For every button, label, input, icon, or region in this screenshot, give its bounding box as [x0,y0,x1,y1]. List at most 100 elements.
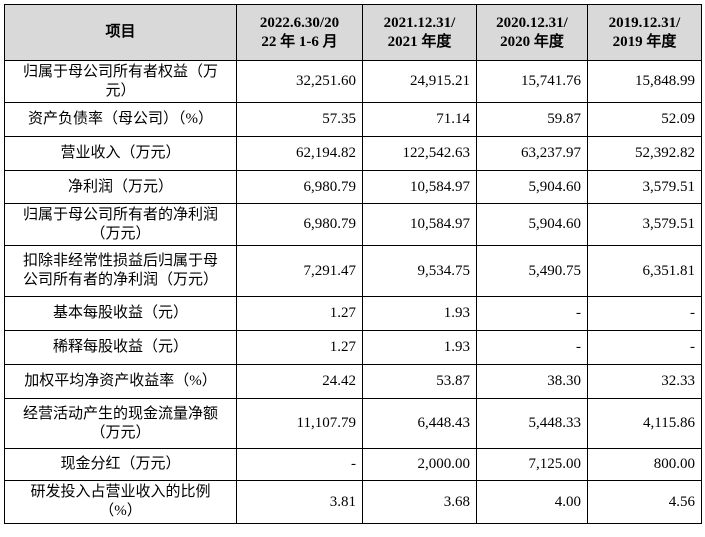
value-cell: 5,448.33 [476,398,588,449]
cell-line: 2022.6.30/20 [259,14,340,31]
header-cell: 2021.12.31/2021 年度 [362,4,477,61]
cell-line: 加权平均净资产收益率（%） [24,373,217,389]
table-row: 净利润（万元） 6,980.79 10,584.97 5,904.60 3,579.51 [4,170,702,204]
table-row: 研发投入占营业收入的比例 （%） 3.81 3.68 4.00 4.56 [4,480,702,524]
cell-line: 2021.12.31/ [383,14,456,31]
value-cell: - [476,296,588,331]
value-cell: - [587,330,702,365]
value-cell: 4,115.86 [587,398,702,449]
value-cell: 4.56 [587,480,702,524]
value-cell: 24,915.21 [362,60,477,103]
table-row: 资产负债率（母公司）（%） 57.35 71.14 59.87 52.09 [4,102,702,137]
header-cell: 2019.12.31/2019 年度 [587,4,702,61]
row-label: 稀释每股收益（元） [4,330,237,365]
value-cell: 1.93 [362,330,477,365]
value-cell: 6,351.81 [587,245,702,297]
cell-line: 2020.12.31/ [496,14,568,31]
value-cell: 1.27 [236,330,363,365]
value-cell: 15,741.76 [476,60,588,103]
cell-line: 2021 年度 [387,33,452,50]
cell-line: （万元） [90,225,151,242]
value-cell: 6,448.43 [362,398,477,449]
value-cell: 4.00 [476,480,588,524]
header-cell: 2022.6.30/20 22 年 1-6 月 [236,4,363,61]
value-cell: 5,490.75 [476,245,588,297]
cell-line: 资产负债率（母公司）（%） [28,111,213,127]
row-label: 研发投入占营业收入的比例 （%） [4,480,237,524]
cell-line: 经营活动产生的现金流量净额 [22,405,218,422]
table-row: 基本每股收益（元） 1.27 1.93- - [4,296,702,331]
value-cell: - [236,448,363,481]
header-cell: 2020.12.31/2020 年度 [476,4,588,61]
row-label: 基本每股收益（元） [4,296,237,331]
data-table: 项目 2022.6.30/20 22 年 1-6 月 2021.12.31/2021 … [4,4,702,524]
header-cell: 项目 [4,4,237,61]
value-cell: 59.87 [476,102,588,137]
value-cell: 800.00 [587,448,702,481]
value-cell: - [587,296,702,331]
cell-line: （%） [99,503,142,519]
table-row: 归属于母公司所有者的净利润 （万元） 6,980.79 10,584.97 5,904.… [4,203,702,246]
value-cell: 11,107.79 [236,398,363,449]
value-cell: 2,000.00 [362,448,477,481]
row-label: 净利润（万元） [4,170,237,204]
value-cell: 122,542.63 [362,136,477,171]
cell-line: 公司所有者的净利润（万元） [22,272,218,288]
value-cell: 71.14 [362,102,477,137]
value-cell: 57.35 [236,102,363,137]
value-cell: 10,584.97 [362,170,477,204]
value-cell: 3.68 [362,480,477,524]
value-cell: - [476,330,588,365]
value-cell: 53.87 [362,364,477,399]
value-cell: 1.93 [362,296,477,331]
header-row: 项目 2022.6.30/20 22 年 1-6 月 2021.12.31/2021 … [4,4,702,61]
table-row: 扣除非经常性损益后归属于母 公司所有者的净利润（万元） 7,291.47 9,534.… [4,245,702,297]
value-cell: 38.30 [476,364,588,399]
cell-line: （万元） [90,424,151,441]
row-label: 归属于母公司所有者权益（万 元） [4,60,237,103]
value-cell: 5,904.60 [476,203,588,246]
value-cell: 52,392.82 [587,136,702,171]
value-cell: 3.81 [236,480,363,524]
value-cell: 7,291.47 [236,245,363,297]
value-cell: 10,584.97 [362,203,477,246]
cell-line: 营业收入（万元） [60,145,181,161]
cell-line: 归属于母公司所有者权益（万 [22,63,218,80]
cell-line: 元） [105,82,136,99]
value-cell: 7,125.00 [476,448,588,481]
value-cell: 3,579.51 [587,170,702,204]
cell-line: 归属于母公司所有者的净利润 [22,206,218,223]
row-label: 经营活动产生的现金流量净额 （万元） [4,398,237,449]
value-cell: 5,904.60 [476,170,588,204]
table-row: 经营活动产生的现金流量净额 （万元） 11,107.79 6,448.43 5,448.… [4,398,702,449]
value-cell: 32,251.60 [236,60,363,103]
row-label: 加权平均净资产收益率（%） [4,364,237,399]
table-row: 稀释每股收益（元） 1.27 1.93- - [4,330,702,365]
row-label: 现金分红（万元） [4,448,237,481]
value-cell: 1.27 [236,296,363,331]
table-row: 加权平均净资产收益率（%） 24.42 53.87 38.30 32.33 [4,364,702,399]
cell-line: 2019 年度 [612,33,677,50]
cell-line: 现金分红（万元） [60,456,181,472]
cell-line: 基本每股收益（元） [52,305,188,321]
cell-line: 净利润（万元） [67,178,173,195]
cell-line: 2020 年度 [500,33,564,50]
value-cell: 63,237.97 [476,136,588,171]
value-cell: 6,980.79 [236,170,363,204]
value-cell: 62,194.82 [236,136,363,171]
value-cell: 32.33 [587,364,702,399]
table-row: 现金分红（万元） -2,000.00 7,125.00 800.00 [4,448,702,481]
table-row: 归属于母公司所有者权益（万 元） 32,251.60 24,915.21 15,741.… [4,60,702,103]
cell-line: 项目 [105,24,136,40]
value-cell: 15,848.99 [587,60,702,103]
table-row: 营业收入（万元） 62,194.82 122,542.63 63,237.97 52,3… [4,136,702,171]
cell-line: 扣除非经常性损益后归属于母 [22,253,218,269]
row-label: 营业收入（万元） [4,136,237,171]
cell-line: 22 年 1-6 月 [261,33,338,50]
value-cell: 24.42 [236,364,363,399]
value-cell: 6,980.79 [236,203,363,246]
cell-line: 2019.12.31/ [608,14,681,31]
row-label: 归属于母公司所有者的净利润 （万元） [4,203,237,246]
value-cell: 52.09 [587,102,702,137]
